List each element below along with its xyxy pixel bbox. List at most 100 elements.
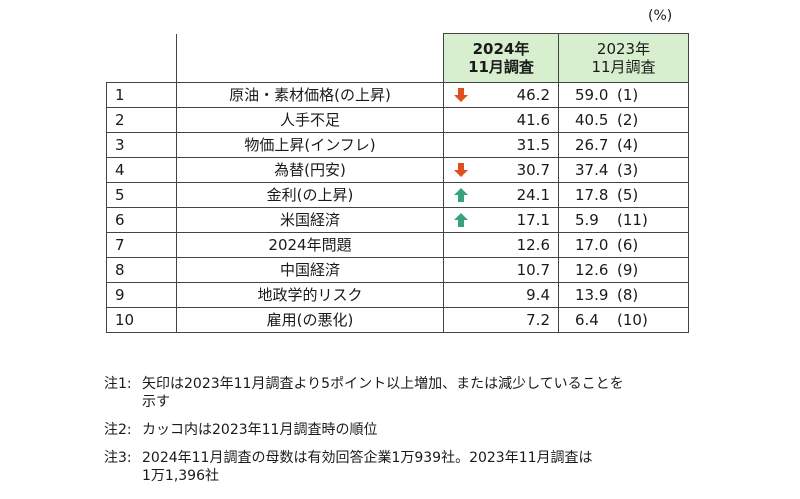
- rank-2023: (1): [617, 86, 639, 104]
- rank-2023: (8): [617, 286, 639, 304]
- note: 注1: 矢印は2023年11月調査より5ポイント以上増加、または減少していることを…: [104, 375, 704, 411]
- note-line: 矢印は2023年11月調査より5ポイント以上増加、または減少していることを: [142, 376, 624, 392]
- header-2024: 2024年 11月調査: [443, 33, 559, 83]
- value-2024: 10.7: [516, 261, 550, 279]
- rank-2023: (5): [617, 186, 639, 204]
- value-2023-cell: 26.7 (4): [558, 132, 689, 158]
- note-line: カッコ内は2023年11月調査時の順位: [142, 422, 378, 438]
- ranking-table: 2024年 11月調査 2023年 11月調査 1 原油・素材価格(の上昇) 46.…: [106, 33, 689, 333]
- value-2024: 41.6: [516, 111, 550, 129]
- value-2024: 31.5: [516, 136, 550, 154]
- value-2024-cell: 7.2: [443, 307, 559, 333]
- table-row: 7 2024年問題 12.6 17.0 (6): [106, 232, 689, 258]
- value-2024-cell: 17.1: [443, 207, 559, 233]
- table-row: 9 地政学的リスク 9.4 13.9 (8): [106, 282, 689, 308]
- rank-cell: 7: [106, 232, 177, 258]
- rank-cell: 2: [106, 107, 177, 133]
- rank-cell: 10: [106, 307, 177, 333]
- rank-cell: 4: [106, 157, 177, 183]
- note-gap: [104, 411, 704, 421]
- table-row: 5 金利(の上昇) 24.1 17.8 (5): [106, 182, 689, 208]
- value-2024-cell: 12.6: [443, 232, 559, 258]
- value-2024: 24.1: [516, 186, 550, 204]
- note-label: 注3:: [104, 450, 132, 466]
- note-line: 1万1,396社: [142, 468, 219, 484]
- note: 注3: 2024年11月調査の母数は有効回答企業1万939社。2023年11月調査…: [104, 449, 704, 485]
- down-arrow-icon: [454, 88, 468, 102]
- rank-2023: (9): [617, 261, 639, 279]
- value-2023: 6.4: [575, 311, 599, 329]
- table-row: 1 原油・素材価格(の上昇) 46.2 59.0 (1): [106, 82, 689, 108]
- value-2023-cell: 59.0 (1): [558, 82, 689, 108]
- value-2023-cell: 37.4 (3): [558, 157, 689, 183]
- value-2024-cell: 10.7: [443, 257, 559, 283]
- item-cell: 中国経済: [176, 257, 444, 283]
- table-body: 1 原油・素材価格(の上昇) 46.2 59.0 (1) 2 人手不足 41.6 40.5 (2)…: [106, 82, 689, 333]
- rank-2023: (6): [617, 236, 639, 254]
- item-cell: 地政学的リスク: [176, 282, 444, 308]
- item-cell: 雇用(の悪化): [176, 307, 444, 333]
- note-line: 2024年11月調査の母数は有効回答企業1万939社。2023年11月調査は: [142, 450, 593, 466]
- value-2023: 12.6: [575, 261, 609, 279]
- item-cell: 人手不足: [176, 107, 444, 133]
- item-cell: 2024年問題: [176, 232, 444, 258]
- item-cell: 原油・素材価格(の上昇): [176, 82, 444, 108]
- rank-cell: 3: [106, 132, 177, 158]
- unit-label: (%): [648, 8, 673, 24]
- value-2024: 30.7: [516, 161, 550, 179]
- item-cell: 金利(の上昇): [176, 182, 444, 208]
- item-cell: 米国経済: [176, 207, 444, 233]
- table-row: 4 為替(円安) 30.7 37.4 (3): [106, 157, 689, 183]
- header-2024-line2: 11月調査: [468, 58, 534, 76]
- table-row: 3 物価上昇(インフレ) 31.5 26.7 (4): [106, 132, 689, 158]
- note-text: 矢印は2023年11月調査より5ポイント以上増加、または減少していることを 示す: [142, 375, 704, 411]
- header-2024-line1: 2024年: [472, 40, 530, 58]
- value-2024: 12.6: [516, 236, 550, 254]
- value-2024-cell: 46.2: [443, 82, 559, 108]
- note-text: 2024年11月調査の母数は有効回答企業1万939社。2023年11月調査は 1万…: [142, 449, 704, 485]
- value-2024-cell: 30.7: [443, 157, 559, 183]
- value-2024: 9.4: [526, 286, 550, 304]
- rank-cell: 8: [106, 257, 177, 283]
- table-row: 2 人手不足 41.6 40.5 (2): [106, 107, 689, 133]
- header-2023: 2023年 11月調査: [558, 33, 689, 83]
- value-2023: 59.0: [575, 86, 609, 104]
- value-2023-cell: 5.9 (11): [558, 207, 689, 233]
- value-2024-cell: 31.5: [443, 132, 559, 158]
- rank-2023: (10): [617, 311, 648, 329]
- header-row: 2024年 11月調査 2023年 11月調査: [106, 33, 689, 83]
- value-2023: 13.9: [575, 286, 609, 304]
- up-arrow-icon: [454, 188, 468, 202]
- value-2023: 26.7: [575, 136, 609, 154]
- value-2023-cell: 13.9 (8): [558, 282, 689, 308]
- table-row: 6 米国経済 17.1 5.9 (11): [106, 207, 689, 233]
- rank-2023: (2): [617, 111, 639, 129]
- note-line: 示す: [142, 394, 170, 410]
- rank-2023: (3): [617, 161, 639, 179]
- header-2023-line2: 11月調査: [591, 58, 656, 76]
- value-2023: 17.0: [575, 236, 609, 254]
- value-2024-cell: 9.4: [443, 282, 559, 308]
- note-label: 注2:: [104, 422, 132, 438]
- value-2023: 17.8: [575, 186, 609, 204]
- value-2023: 37.4: [575, 161, 609, 179]
- value-2023-cell: 17.0 (6): [558, 232, 689, 258]
- rank-cell: 6: [106, 207, 177, 233]
- rank-2023: (4): [617, 136, 639, 154]
- note-gap: [104, 439, 704, 449]
- rank-cell: 1: [106, 82, 177, 108]
- value-2023: 5.9: [575, 211, 599, 229]
- value-2024-cell: 41.6: [443, 107, 559, 133]
- table-row: 10 雇用(の悪化) 7.2 6.4 (10): [106, 307, 689, 333]
- rank-cell: 9: [106, 282, 177, 308]
- value-2023-cell: 12.6 (9): [558, 257, 689, 283]
- note: 注2: カッコ内は2023年11月調査時の順位: [104, 421, 704, 439]
- note-label: 注1:: [104, 376, 132, 392]
- blank-header-cell: [106, 33, 177, 83]
- down-arrow-icon: [454, 163, 468, 177]
- item-cell: 物価上昇(インフレ): [176, 132, 444, 158]
- header-2023-line1: 2023年: [596, 40, 651, 58]
- value-2023-cell: 6.4 (10): [558, 307, 689, 333]
- rank-cell: 5: [106, 182, 177, 208]
- value-2023-cell: 40.5 (2): [558, 107, 689, 133]
